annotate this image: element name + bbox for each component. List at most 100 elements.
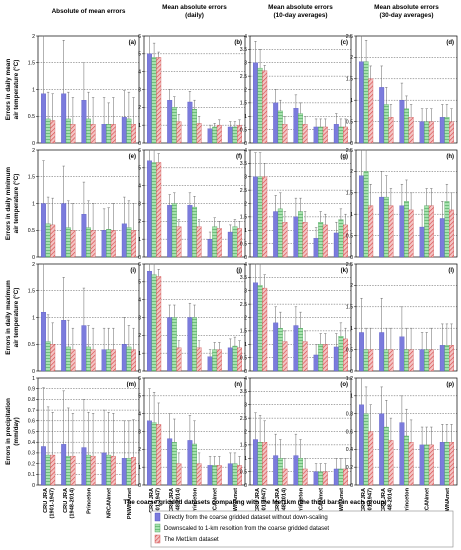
category-label: Princeton — [87, 487, 93, 513]
y-tick-label: 0.8 — [28, 397, 35, 403]
y-tick-label: 0.2 — [346, 465, 353, 471]
y-tick-label: 0 — [32, 141, 35, 147]
bar-series-2-cat-5 — [232, 126, 238, 144]
bar-series-3-cat-1 — [156, 424, 162, 486]
bar-series-1-cat-3 — [187, 205, 193, 258]
bar-series-1-cat-4 — [419, 349, 425, 372]
bar-series-3-cat-3 — [90, 455, 96, 486]
y-tick-label: 2 — [350, 55, 353, 61]
bar-series-3-cat-4 — [216, 349, 222, 372]
y-tick-label: 3.5 — [240, 161, 247, 167]
legend-swatch-1 — [154, 512, 161, 522]
bar-series-3-cat-4 — [322, 224, 328, 258]
y-tick-label: 4 — [138, 297, 141, 303]
bar-series-2-cat-2 — [277, 458, 283, 486]
bar-series-1-cat-5 — [227, 463, 233, 486]
y-tick-label: 0 — [138, 141, 141, 147]
bar-series-2-cat-3 — [192, 443, 197, 486]
bar-series-1-cat-3 — [399, 100, 405, 144]
y-tick-label: 0.6 — [346, 429, 353, 435]
bar-series-3-cat-1 — [368, 205, 374, 258]
legend-swatch-3 — [154, 534, 161, 544]
panel-label: (k) — [341, 268, 348, 274]
category-label-line: (1948-2014) — [70, 488, 76, 519]
bar-series-3-cat-3 — [408, 209, 414, 258]
bar-series-2-cat-4 — [318, 126, 324, 144]
y-tick-label: 4 — [138, 411, 141, 417]
category-label: PNWNAmet — [127, 488, 133, 519]
row-title-line: Errors in daily mean — [5, 59, 12, 121]
category-label: NRCANmet — [107, 488, 113, 518]
bar-series-2-cat-4 — [106, 349, 112, 372]
panel-h: 0 0.5 1 1.5 2 2.5 (h) — [346, 148, 458, 261]
bar-series-3-cat-1 — [50, 344, 56, 372]
y-tick-label: 1 — [32, 315, 35, 321]
category-label-line: CRU JRA — [63, 488, 69, 513]
bar-series-2-cat-1 — [151, 57, 157, 144]
legend-label-2: Downscaled to 1-km resoltion from the co… — [164, 526, 329, 532]
bar-series-2-cat-2 — [383, 349, 389, 372]
bar-series-2-cat-2 — [383, 104, 389, 144]
bar-series-2-cat-4 — [106, 124, 112, 144]
legend: Directly from the coarse gridded dataset… — [150, 510, 454, 548]
bar-series-1-cat-4 — [207, 356, 213, 372]
y-tick-label: 0.5 — [28, 114, 35, 120]
category-label-line: CRU JRA — [381, 488, 387, 513]
column-title-2: (daily) — [185, 12, 204, 19]
y-tick-label: 3 — [138, 87, 141, 93]
bar-series-1-cat-3 — [399, 205, 405, 258]
bar-series-3-cat-5 — [131, 349, 136, 372]
bar-series-2-cat-5 — [232, 226, 238, 258]
bar-series-2-cat-3 — [86, 346, 91, 372]
bar-series-1-cat-5 — [439, 218, 445, 258]
y-tick-label: 2 — [350, 283, 353, 289]
row-title-4: Errors in precipitation (mm/day) — [5, 398, 20, 465]
bar-series-3-cat-2 — [282, 341, 288, 372]
bar-series-2-cat-1 — [257, 176, 263, 258]
category-label-line: CRU JRA — [275, 488, 281, 513]
category-label-line: (1948-2014) — [282, 488, 288, 519]
y-tick-label: 0 — [244, 483, 247, 489]
bar-series-1-cat-2 — [379, 332, 385, 372]
bar-series-3-cat-1 — [50, 224, 56, 258]
bar-series-3-cat-4 — [110, 230, 116, 258]
bar-series-3-cat-4 — [322, 471, 328, 486]
panel-label: (i) — [130, 268, 136, 274]
category-label: CRU JRA (1948-2014) — [63, 488, 76, 519]
bar-series-2-cat-1 — [151, 274, 157, 372]
panel-l: 0 0.5 1 1.5 2 2.5 (l) — [346, 262, 458, 375]
bar-series-3-cat-5 — [343, 126, 348, 144]
category-label: CRU JRA (1901-1947) — [43, 488, 56, 519]
category-label-line: Princeton — [405, 487, 411, 513]
bar-series-3-cat-3 — [90, 124, 96, 144]
y-tick-label: 0 — [244, 369, 247, 375]
bar-series-2-cat-2 — [383, 426, 389, 486]
row-title-line: Errors in daily maximum — [5, 280, 12, 355]
bar-series-1-cat-1 — [41, 93, 46, 144]
category-label: Princeton — [405, 487, 411, 513]
y-tick-label: 0 — [244, 255, 247, 261]
y-tick-label: 0.4 — [346, 447, 353, 453]
bar-series-2-cat-4 — [318, 344, 324, 372]
y-tick-label: 2 — [138, 447, 141, 453]
panel-i: 0 0.5 1 1.5 2 (i) — [28, 262, 140, 375]
y-tick-label: 2 — [350, 169, 353, 175]
y-tick-label: 1.5 — [240, 329, 247, 335]
bar-series-1-cat-4 — [313, 238, 319, 258]
y-tick-label: 3.5 — [240, 275, 247, 281]
y-tick-label: 1 — [32, 87, 35, 93]
bar-series-1-cat-2 — [273, 322, 279, 372]
bar-series-2-cat-3 — [298, 458, 303, 486]
bar-series-3-cat-5 — [449, 442, 454, 486]
bar-series-2-cat-4 — [212, 349, 218, 372]
bar-series-2-cat-1 — [257, 67, 263, 144]
bar-series-1-cat-1 — [41, 311, 46, 372]
category-label: CRU JRA (1948-2014) — [275, 488, 288, 519]
category-label: NRCANmet — [425, 488, 431, 518]
bar-series-3-cat-4 — [216, 125, 222, 144]
bar-series-1-cat-1 — [147, 53, 152, 144]
panel-label: (d) — [446, 40, 454, 46]
bar-series-3-cat-2 — [388, 205, 394, 258]
bar-series-2-cat-2 — [277, 208, 283, 258]
bar-series-3-cat-1 — [262, 176, 268, 258]
